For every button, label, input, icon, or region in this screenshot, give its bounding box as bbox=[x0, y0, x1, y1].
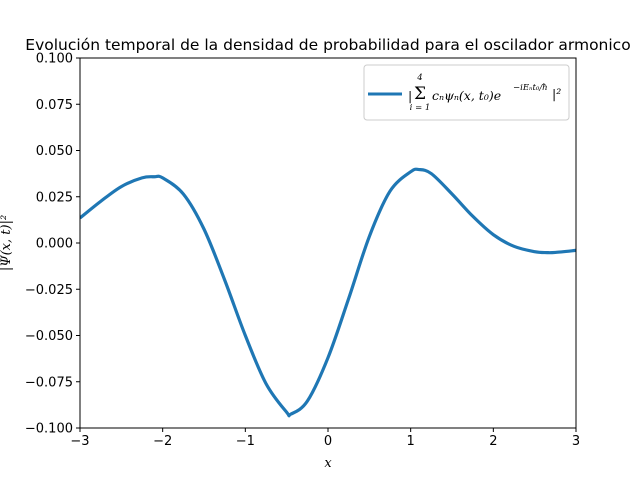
series-layer bbox=[80, 167, 576, 418]
y-axis-ticks: −0.100 −0.075 −0.050 −0.025 0.000 0.025 0.050 0… bbox=[25, 52, 80, 437]
x-tick-label: −1 bbox=[236, 434, 255, 449]
legend-sum-upper: 4 bbox=[416, 73, 422, 83]
x-axis-label: x bbox=[324, 456, 332, 471]
y-tick-label: 0.075 bbox=[36, 98, 73, 113]
x-axis-ticks: −3 −2 −1 0 1 2 3 bbox=[70, 428, 580, 449]
legend-box bbox=[363, 64, 570, 121]
chart-title: Evolución temporal de la densidad de pro… bbox=[25, 36, 630, 54]
x-tick-label: 0 bbox=[324, 434, 332, 449]
legend-open-bar: | bbox=[408, 88, 412, 103]
legend-close: |² bbox=[552, 86, 561, 101]
y-tick-label: −0.075 bbox=[25, 375, 73, 390]
legend-sum-lower: i = 1 bbox=[410, 103, 431, 113]
series-line bbox=[80, 167, 576, 418]
y-tick-label: 0.050 bbox=[36, 144, 73, 159]
legend-sum-symbol: Σ bbox=[414, 84, 426, 104]
y-axis-label: |Ψ(x, t)|² bbox=[0, 215, 14, 271]
x-tick-label: −3 bbox=[70, 434, 89, 449]
y-tick-label: 0.000 bbox=[36, 237, 73, 252]
x-tick-label: −2 bbox=[153, 434, 172, 449]
y-tick-label: 0.025 bbox=[36, 190, 73, 205]
y-tick-label: 0.100 bbox=[36, 52, 73, 67]
legend: | 4 Σ i = 1 cₙψₙ(x, t₀)e −iEₙt₀/ħ |² bbox=[363, 64, 570, 121]
legend-expression: cₙψₙ(x, t₀)e bbox=[432, 88, 501, 103]
y-tick-label: −0.050 bbox=[25, 329, 73, 344]
x-tick-label: 3 bbox=[572, 434, 580, 449]
x-tick-label: 1 bbox=[407, 434, 415, 449]
y-tick-label: −0.100 bbox=[25, 422, 73, 437]
legend-exponent: −iEₙt₀/ħ bbox=[513, 83, 548, 93]
y-tick-label: −0.025 bbox=[25, 283, 73, 298]
x-tick-label: 2 bbox=[489, 434, 497, 449]
